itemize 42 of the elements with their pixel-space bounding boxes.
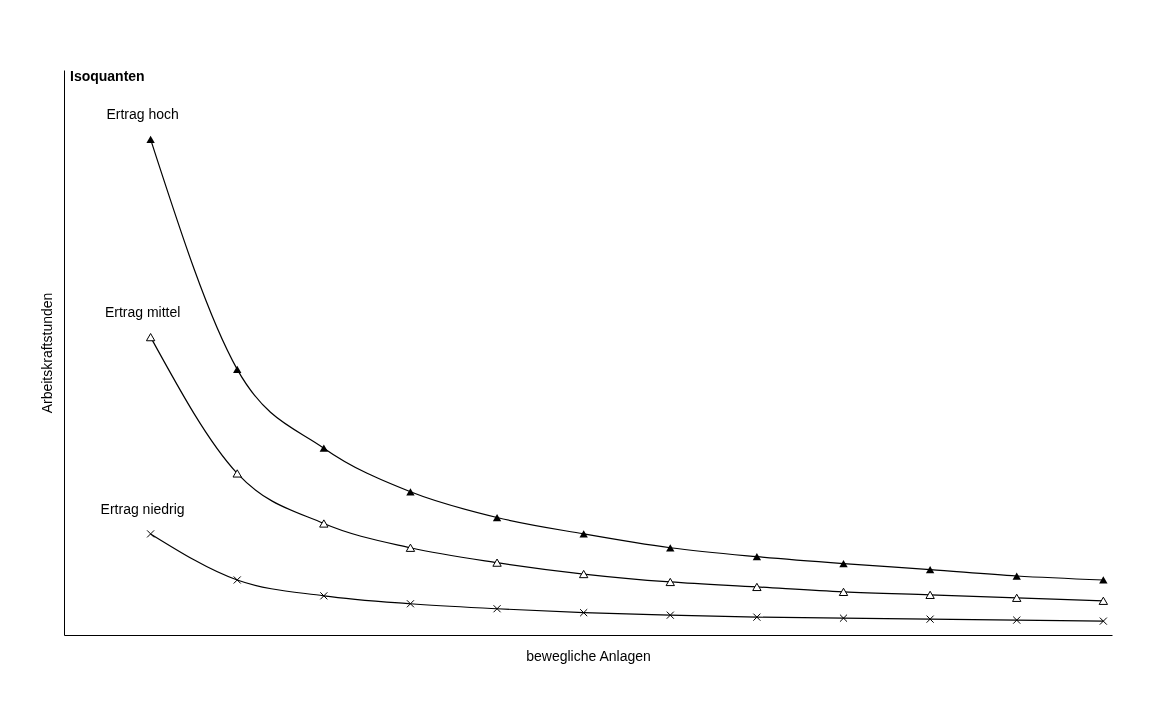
point	[579, 608, 588, 617]
point	[405, 543, 416, 552]
point	[146, 529, 155, 538]
point	[492, 558, 502, 567]
point	[839, 614, 848, 623]
point	[925, 565, 935, 574]
point	[406, 599, 415, 608]
point	[666, 544, 675, 552]
point	[752, 553, 762, 561]
point	[1099, 576, 1108, 584]
point	[1012, 572, 1021, 580]
point	[492, 513, 502, 522]
point	[319, 591, 328, 600]
x-axis-title: bewegliche Anlagen	[526, 647, 651, 664]
point	[406, 488, 415, 496]
series-label: Ertrag hoch	[106, 106, 179, 123]
point	[319, 519, 329, 528]
point	[752, 582, 762, 592]
point	[319, 444, 329, 452]
chart-title: Isoquanten	[70, 68, 145, 84]
point	[233, 575, 242, 585]
point	[493, 604, 502, 613]
point	[233, 365, 242, 373]
point	[666, 611, 675, 620]
point	[145, 333, 156, 342]
y-axis-title: Arbeitskraftstunden	[38, 292, 55, 414]
series-label: Ertrag mittel	[104, 304, 181, 321]
series-label: Ertrag niedrig	[100, 500, 185, 517]
point	[926, 615, 935, 624]
point	[1099, 617, 1108, 626]
point	[1012, 593, 1022, 602]
point	[1098, 596, 1109, 605]
point	[752, 613, 761, 622]
point	[838, 587, 849, 596]
point	[665, 577, 675, 587]
point	[578, 569, 589, 579]
point	[146, 135, 155, 144]
point	[232, 469, 242, 478]
point	[1012, 616, 1021, 625]
point	[925, 590, 935, 599]
point	[579, 530, 588, 538]
point	[839, 560, 848, 568]
